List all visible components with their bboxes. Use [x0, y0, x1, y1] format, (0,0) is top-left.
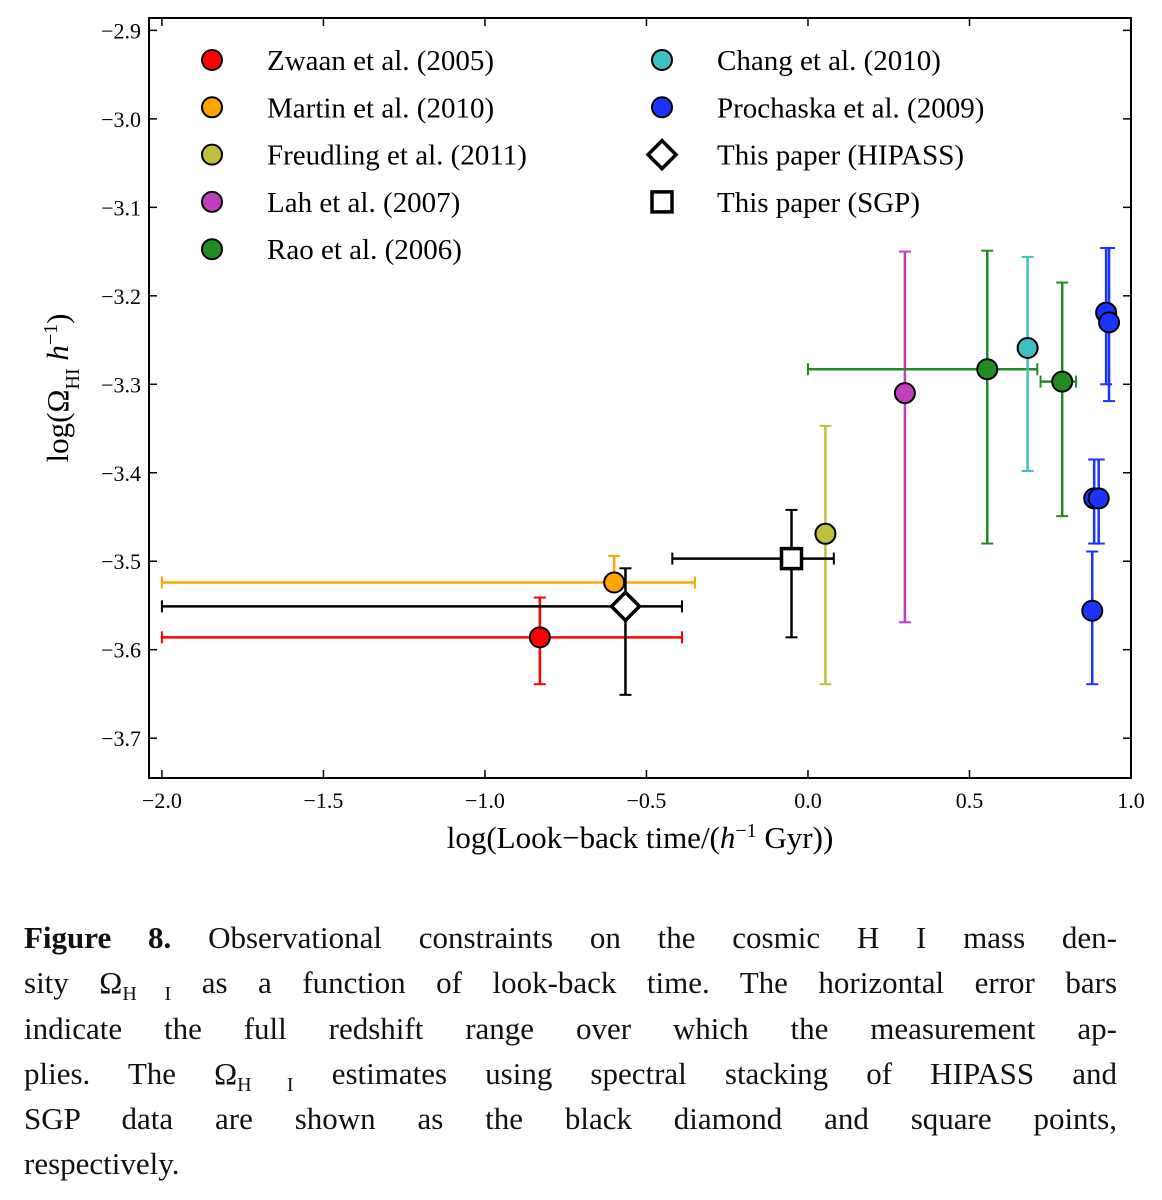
caption-text: respectively.: [24, 1146, 180, 1182]
y-axis-label: log(ΩHI h−1): [40, 314, 84, 463]
y-tick-label: −3.1: [101, 195, 141, 220]
legend-label: Rao et al. (2006): [267, 234, 462, 266]
y-axis-label-part: h: [40, 345, 75, 368]
plot-frame: [148, 17, 1132, 779]
caption-line: SGP data are shown as the black diamond …: [24, 1096, 1117, 1141]
circle-marker: [976, 358, 999, 381]
y-axis-label-part: HI: [62, 368, 84, 389]
y-tick-label: −3.6: [101, 638, 141, 663]
circle-marker: [201, 190, 223, 213]
legend-label: Martin et al. (2010): [267, 92, 494, 124]
legend-label: This paper (HIPASS): [717, 140, 964, 172]
y-tick-label: −3.4: [101, 461, 141, 486]
legend-label: Chang et al. (2010): [717, 45, 941, 77]
circle-marker: [201, 238, 223, 261]
circle-marker: [201, 96, 223, 119]
circle-marker: [528, 626, 551, 649]
circle-marker: [651, 49, 673, 71]
x-tick-label: −0.5: [626, 788, 666, 813]
circle-marker: [603, 571, 626, 594]
legend-label: Freudling et al. (2011): [267, 140, 527, 172]
x-tick-label: 0.0: [794, 788, 822, 813]
y-tick-label: −2.9: [101, 18, 141, 43]
x-axis-label-part: Gyr)): [757, 820, 834, 855]
x-axis-label-part: log(Look−back time/(: [447, 820, 720, 855]
legend-label: Prochaska et al. (2009): [717, 92, 984, 124]
caption-text: sity Ω: [24, 965, 123, 1001]
y-tick-label: −3.2: [101, 284, 141, 309]
x-axis-label: log(Look−back time/(h−1 Gyr)): [447, 820, 834, 855]
circle-marker: [1016, 337, 1039, 360]
caption-line: plies. The ΩH I estimates using spectral…: [24, 1051, 1117, 1096]
caption: Figure 8. Observational constraints on t…: [24, 915, 1117, 1187]
legend-label: Lah et al. (2007): [267, 187, 460, 219]
y-tick-label: −3.3: [101, 372, 141, 397]
caption-text: plies. The Ω: [24, 1055, 238, 1091]
caption-text: as a function of look-back time. The hor…: [171, 965, 1118, 1001]
circle-marker: [201, 143, 223, 166]
circle-marker: [893, 382, 916, 405]
x-tick-label: 0.5: [956, 788, 984, 813]
caption-line: indicate the full redshift range over wh…: [24, 1006, 1117, 1051]
chart: −2.0 −1.5 −1.0 −0.5 0.0 0.5 1.0 −2.9 −3.0 −3.1 −3.…: [40, 17, 1145, 855]
circle-marker: [1087, 487, 1110, 510]
y-axis-label-part: log(Ω: [40, 389, 75, 462]
legend-label: This paper (SGP): [717, 187, 920, 219]
caption-text: SGP data are shown as the black diamond …: [24, 1101, 1117, 1137]
circle-marker: [1081, 599, 1104, 622]
x-tick-label: −2.0: [142, 788, 182, 813]
circle-marker: [1051, 370, 1074, 393]
caption-text: estimates using spectral stacking of HIP…: [293, 1055, 1117, 1091]
x-axis-label-part: −1: [735, 820, 756, 842]
diamond-marker: [608, 589, 642, 623]
caption-subscript: H I: [122, 983, 172, 1006]
y-axis-label-part: ): [40, 314, 75, 324]
y-tick-label: −3.5: [101, 549, 141, 574]
square-marker: [779, 546, 804, 571]
circle-marker: [814, 522, 837, 545]
x-axis-label-part: h: [720, 820, 736, 855]
diamond-marker: [645, 138, 679, 172]
caption-text: indicate the full redshift range over wh…: [24, 1010, 1117, 1046]
x-tick-label: −1.0: [465, 788, 505, 813]
y-axis-label-part: −1: [40, 324, 62, 345]
x-tick-label: 1.0: [1117, 788, 1145, 813]
y-tick-label: −3.0: [101, 107, 141, 132]
x-tick-label: −1.5: [303, 788, 343, 813]
caption-label: Figure 8.: [24, 920, 172, 955]
caption-line: respectively.: [24, 1141, 1117, 1186]
legend-label: Zwaan et al. (2005): [267, 45, 494, 77]
square-marker: [650, 190, 674, 214]
caption-line: Figure 8. Observational constraints on t…: [24, 915, 1117, 960]
y-tick-label: −3.7: [101, 726, 141, 751]
caption-line: sity ΩH I as a function of look-back tim…: [24, 960, 1117, 1005]
circle-marker: [651, 96, 673, 119]
circle-marker: [201, 49, 223, 71]
circle-marker: [1098, 311, 1121, 334]
caption-text: Observational constraints on the cosmic …: [171, 920, 1117, 955]
caption-subscript: H I: [237, 1074, 294, 1097]
